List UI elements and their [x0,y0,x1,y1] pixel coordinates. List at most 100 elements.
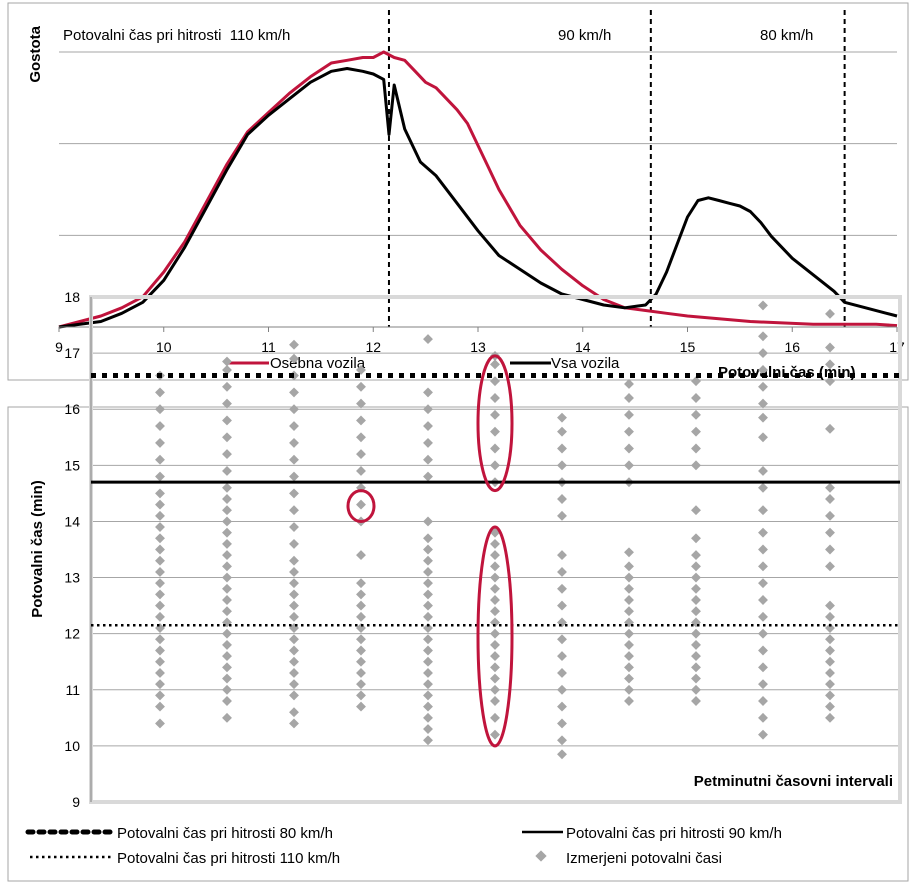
vline-label-110: Potovalni čas pri hitrosti 110 km/h [63,27,290,44]
data-point [356,701,366,712]
data-point [356,432,366,443]
data-point [222,398,232,409]
chart1-x-tick-label: 16 [784,339,800,355]
data-point [155,555,165,566]
data-point [155,387,165,398]
highlight-ellipse [476,525,514,748]
data-point [624,606,634,617]
data-point [825,623,835,634]
data-point [289,718,299,729]
data-point [490,639,500,650]
data-point [423,437,433,448]
data-point [155,589,165,600]
data-point [155,634,165,645]
chart2-y-axis-title: Potovalni čas (min) [29,480,46,618]
data-point [222,696,232,706]
data-point [825,634,835,645]
chart2-y-tick-label: 15 [64,457,80,473]
data-point [557,634,567,645]
chart1-x-tick-label: 12 [365,339,381,355]
data-point [289,623,299,634]
data-point [423,387,433,398]
data-point [825,690,835,701]
data-point [557,477,567,488]
data-point [222,595,232,605]
data-point [222,712,232,723]
data-point [222,538,232,549]
data-point [557,460,567,471]
data-point [423,555,433,566]
data-point [557,566,567,577]
data-point [490,651,500,662]
chart2-legend: Potovalni čas pri hitrosti 80 km/h Potov… [25,825,782,867]
data-point [289,488,299,499]
data-point [758,662,768,673]
data-point [222,494,232,504]
chart2-y-tick-label: 13 [64,570,80,586]
data-point [691,673,701,684]
data-point [691,662,701,673]
chart1-x-tick-label: 14 [575,339,591,355]
data-point [825,600,835,611]
chart1-x-tick-label: 11 [261,339,276,355]
data-point [155,611,165,622]
data-point [155,656,165,667]
chart2-frame [7,406,909,882]
data-point [825,712,835,723]
data-point [222,432,232,443]
data-point [423,533,433,544]
chart2-y-tick-label: 11 [65,682,80,698]
data-point [557,701,567,712]
data-point [222,606,232,617]
data-point [289,707,299,718]
data-point [490,409,500,420]
data-point [155,522,165,533]
data-point [222,628,232,639]
data-point [356,482,366,493]
data-point [289,566,299,577]
data-point [691,505,701,516]
data-point [289,656,299,667]
data-point [490,550,500,561]
data-point [356,398,366,409]
data-point [825,482,835,493]
data-point [691,393,701,403]
data-point [356,415,366,426]
data-point [155,690,165,701]
data-point [423,589,433,600]
legend-points-label: Izmerjeni potovalni časi [566,850,722,867]
data-point [557,718,567,729]
data-point [490,673,500,684]
data-point [758,712,768,723]
data-point [423,471,433,482]
data-point [289,404,299,415]
data-point [758,696,768,706]
data-point [691,550,701,561]
data-point [222,550,232,561]
data-point [624,583,634,594]
data-point [356,465,366,476]
data-point [423,679,433,690]
data-point [356,667,366,678]
data-point [758,381,768,392]
data-point [758,465,768,476]
data-point [423,712,433,723]
data-point [691,443,701,454]
data-point [155,701,165,712]
data-point [825,656,835,667]
data-point [423,667,433,678]
data-point [557,735,567,746]
data-point [624,547,634,558]
data-point [222,651,232,662]
data-point [423,611,433,622]
data-point [624,651,634,662]
chart2-y-tick-label: 9 [72,794,80,810]
data-point [490,729,500,740]
vline-label-80: 80 km/h [760,27,813,44]
data-point [423,701,433,712]
data-point [222,465,232,476]
data-point [758,679,768,690]
data-point [490,696,500,706]
data-point [222,482,232,493]
data-point [557,583,567,594]
